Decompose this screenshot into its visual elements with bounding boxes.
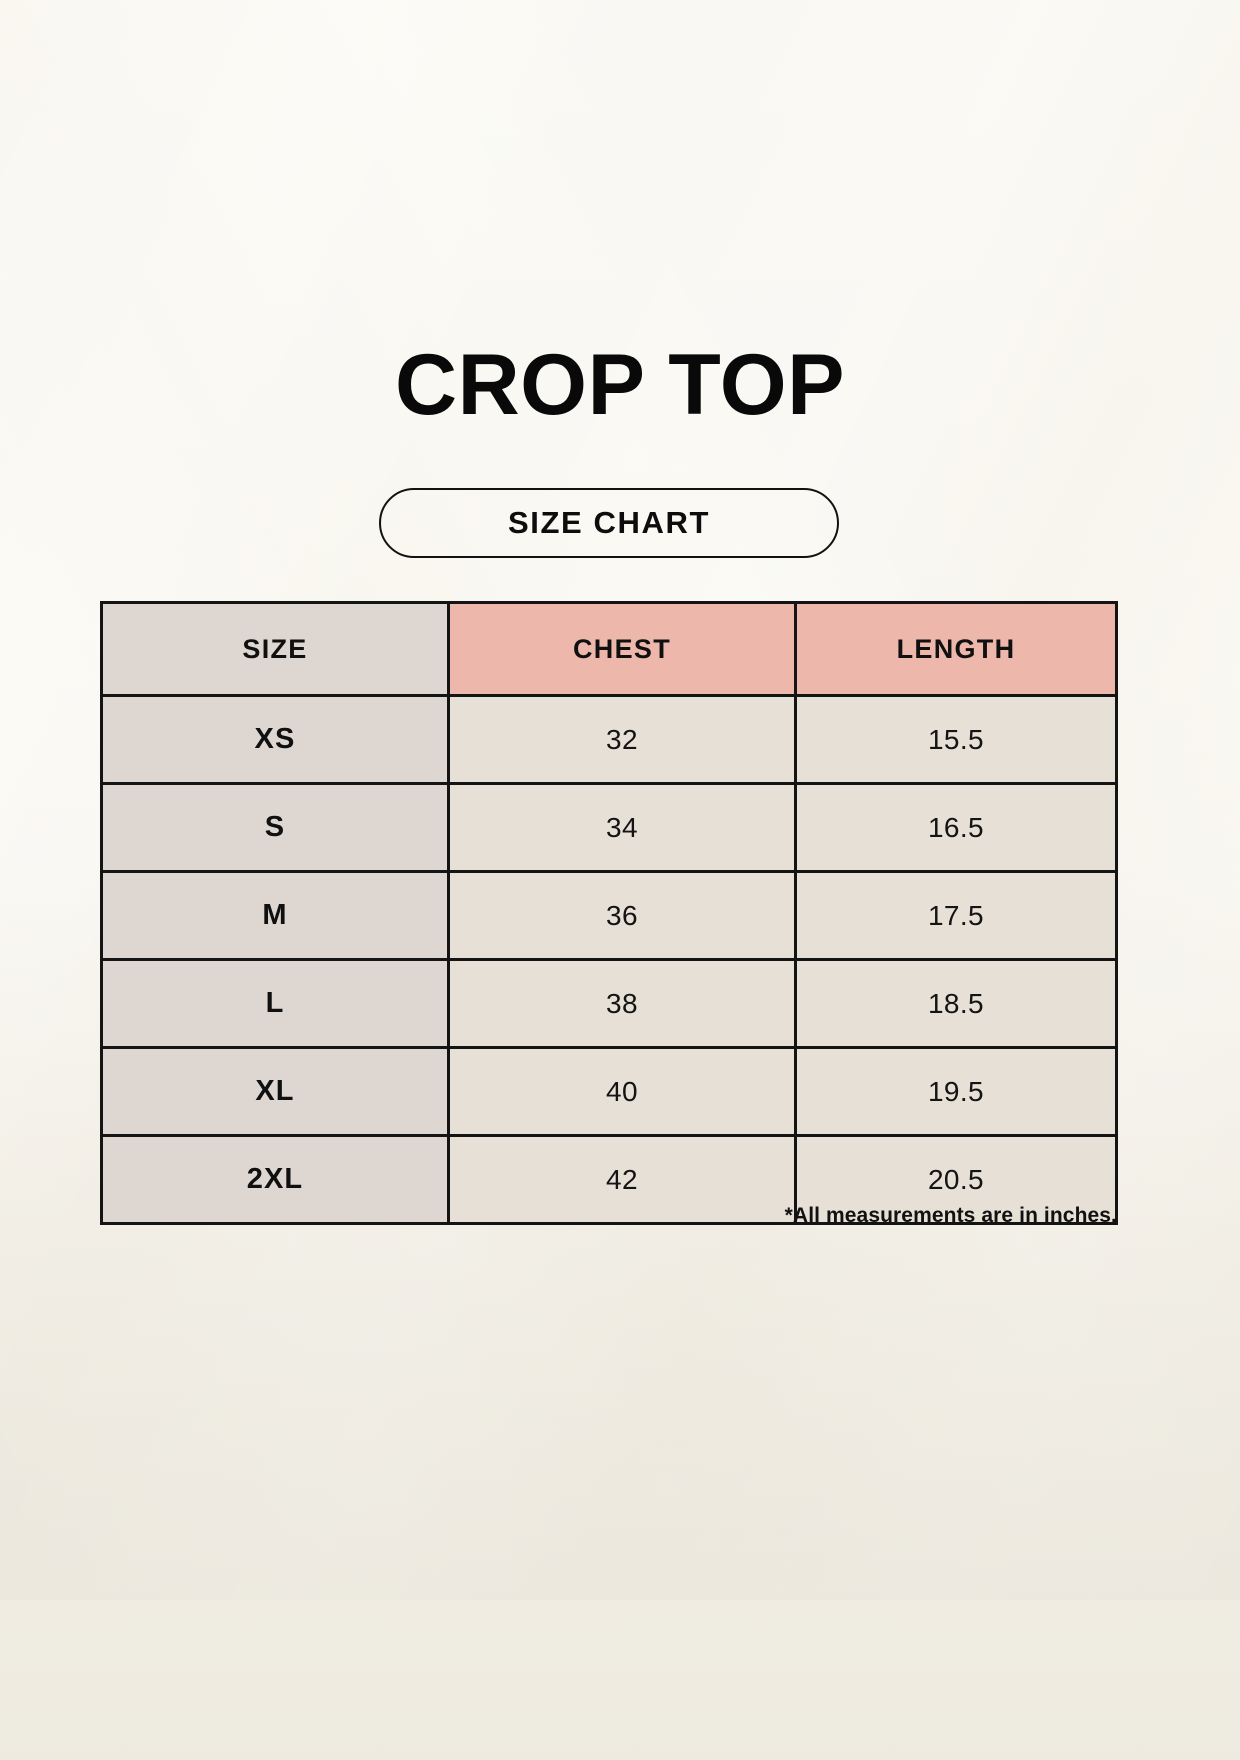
table-row: L 38 18.5 [100,958,1118,1049]
table-row: XL 40 19.5 [100,1046,1118,1137]
column-header-size: SIZE [100,601,450,697]
table-row: XS 32 15.5 [100,694,1118,785]
cell-chest: 34 [447,782,797,873]
cell-size: XL [100,1046,450,1137]
cell-chest: 32 [447,694,797,785]
column-header-chest: CHEST [447,601,797,697]
table-header-row: SIZE CHEST LENGTH [100,601,1118,697]
cell-length: 17.5 [794,870,1118,961]
measurement-unit-note: *All measurements are in inches. [784,1204,1117,1227]
table-row: M 36 17.5 [100,870,1118,961]
table-row: S 34 16.5 [100,782,1118,873]
size-chart-table: SIZE CHEST LENGTH XS 32 15.5 S 34 16.5 M… [100,601,1118,1225]
cell-size: L [100,958,450,1049]
cell-length: 16.5 [794,782,1118,873]
cell-length: 18.5 [794,958,1118,1049]
cell-chest: 38 [447,958,797,1049]
cell-size: S [100,782,450,873]
page-title: CROP TOP [394,337,846,433]
column-header-length: LENGTH [794,601,1118,697]
cell-chest: 36 [447,870,797,961]
cell-length: 15.5 [794,694,1118,785]
size-chart-badge: SIZE CHART [379,488,839,558]
size-chart-sheet: CROP TOP SIZE CHART SIZE CHEST LENGTH XS… [100,337,1118,1227]
size-chart-badge-label: SIZE CHART [508,505,710,540]
cell-size: M [100,870,450,961]
cell-chest: 40 [447,1046,797,1137]
cell-size: XS [100,694,450,785]
cell-length: 19.5 [794,1046,1118,1137]
